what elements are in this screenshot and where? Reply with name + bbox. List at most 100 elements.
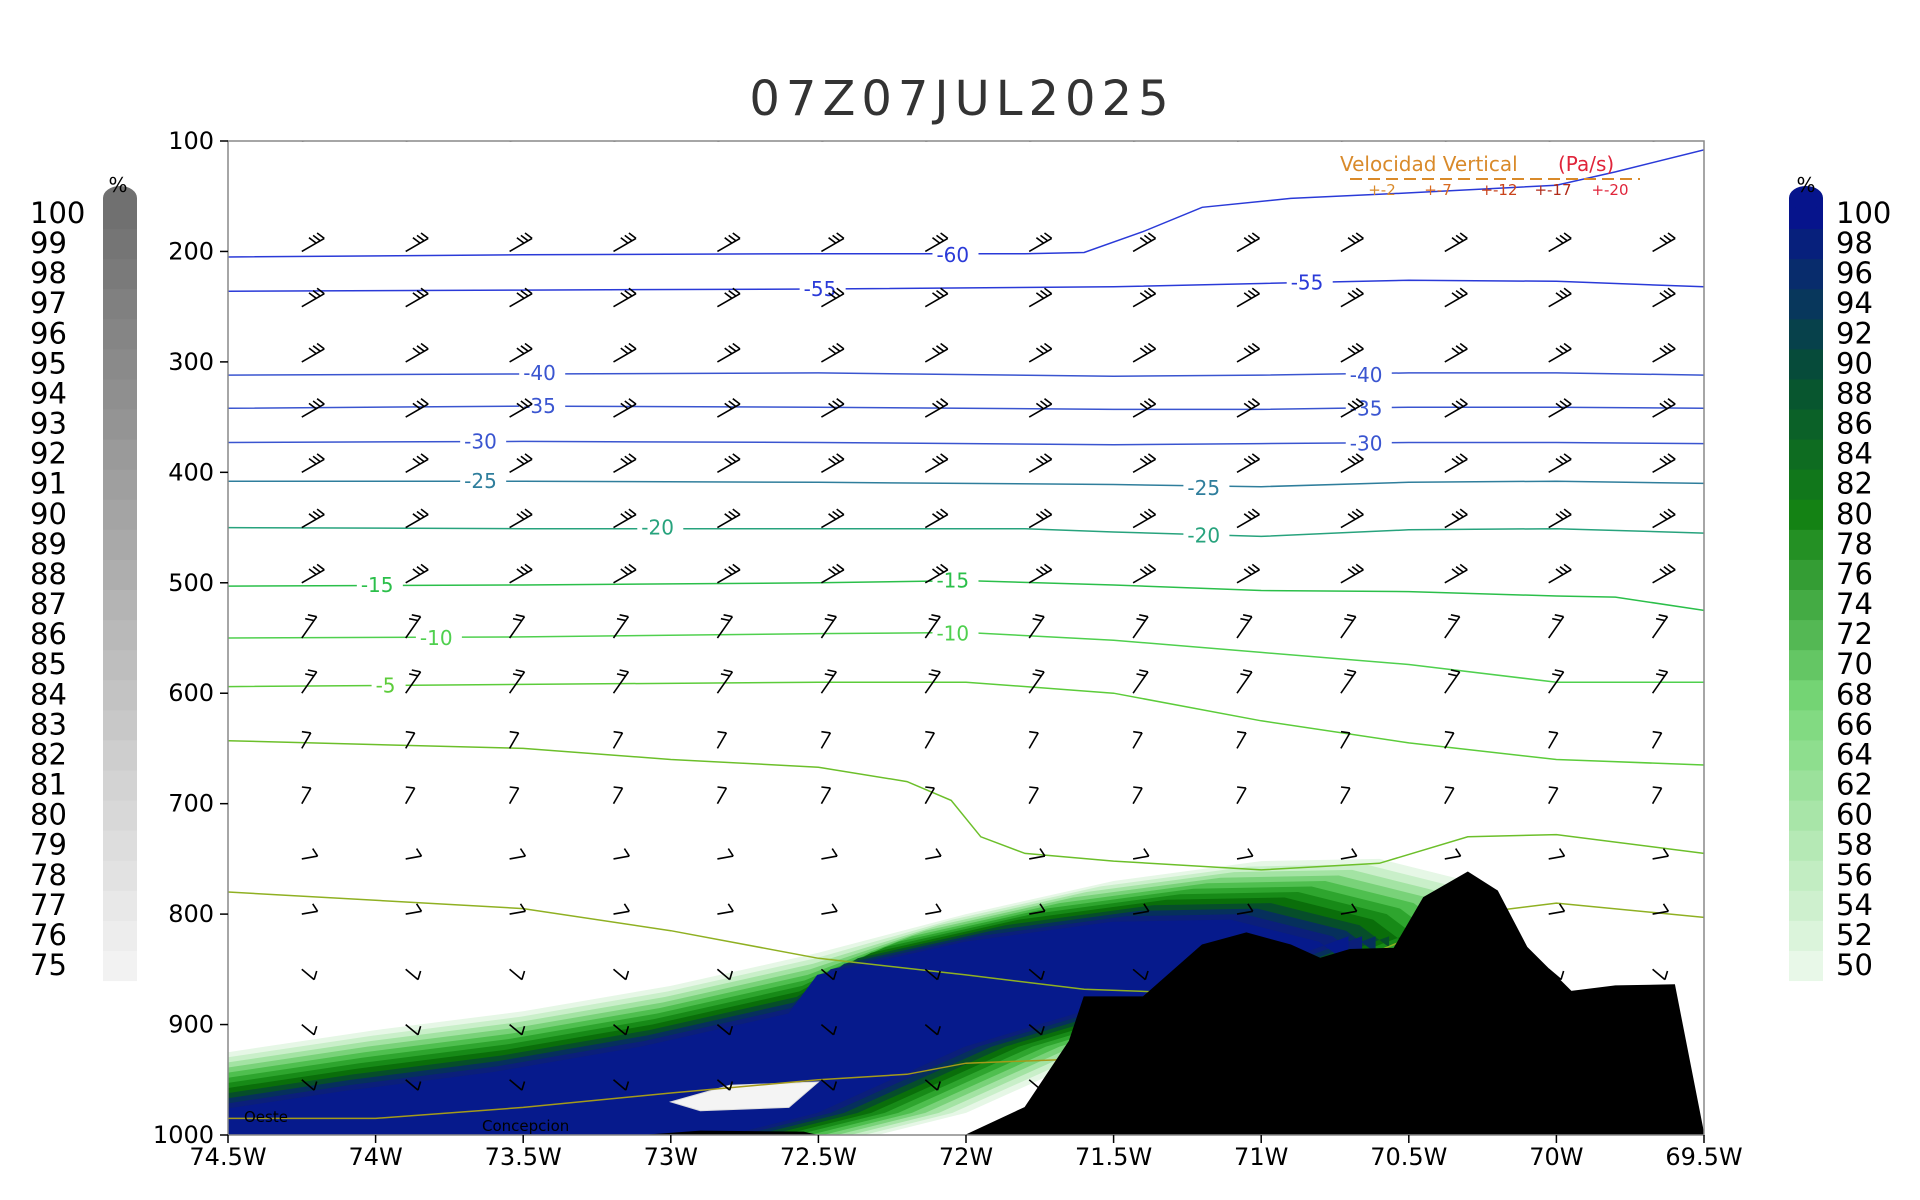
wind-barb — [405, 614, 422, 639]
wind-barb — [405, 730, 416, 749]
contour-label-bg — [1183, 522, 1230, 547]
contour-label-bg — [1345, 430, 1392, 455]
colorbar-label: 97 — [30, 286, 67, 320]
wind-barb — [1548, 669, 1565, 694]
wind-barb — [613, 848, 630, 860]
wind-barb — [924, 786, 935, 805]
chart-title: 07Z07JUL2025 — [749, 71, 1174, 127]
colorbar-segment — [103, 739, 137, 771]
wind-barb — [509, 453, 533, 473]
temperature-contour-line — [228, 681, 1704, 766]
wind-barb — [405, 903, 423, 915]
wind-barb — [1236, 848, 1254, 860]
colorbar-segment — [103, 859, 137, 891]
colorbar-label: 88 — [1836, 376, 1873, 410]
contour-label: -20 — [641, 516, 674, 540]
colorbar-label: 76 — [1836, 557, 1873, 591]
wind-barb — [717, 232, 741, 253]
wind-barb — [1132, 903, 1150, 915]
colorbar-label: 77 — [30, 888, 67, 922]
contour-label-bg — [1183, 474, 1230, 499]
wind-barb — [301, 730, 312, 749]
wind-barb — [717, 508, 741, 529]
wind-barb — [821, 141, 831, 142]
colorbar-label: 98 — [1836, 226, 1873, 260]
temperature-contour-line — [228, 149, 1704, 258]
colorbar-label: 88 — [30, 557, 67, 591]
y-tick-label: 400 — [168, 458, 214, 486]
wind-barb — [1652, 508, 1676, 529]
wind-barb — [1340, 786, 1351, 805]
temperature-contour-line — [228, 440, 1704, 446]
colorbar-segment — [103, 228, 137, 260]
wind-barb — [612, 1079, 630, 1091]
wind-barb — [716, 669, 734, 694]
wind-barb — [820, 287, 845, 308]
wind-barb — [1444, 398, 1468, 418]
wind-barb — [1444, 453, 1468, 473]
colorbar-label: 85 — [30, 647, 67, 681]
wind-barb — [301, 398, 325, 418]
wind-barb — [1444, 786, 1455, 805]
legend-item: +-7 — [1424, 181, 1452, 199]
colorbar-segment — [1789, 348, 1823, 380]
colorbar-segment — [103, 408, 137, 440]
wind-barb — [1652, 342, 1676, 363]
colorbar-label: 90 — [30, 497, 67, 531]
wind-barb — [1029, 141, 1039, 142]
colorbar-segment — [103, 679, 137, 711]
left-colorbar-units: % — [108, 173, 127, 197]
wind-barb — [924, 968, 941, 981]
wind-barb — [1548, 786, 1559, 805]
colorbar-label: 58 — [1836, 828, 1873, 862]
temperature-contour-line — [228, 739, 1704, 871]
wind-barb — [301, 287, 325, 308]
wind-barb — [1340, 903, 1358, 915]
wind-barb — [1132, 453, 1157, 473]
wind-barb — [1340, 614, 1357, 639]
wind-barb — [301, 232, 325, 253]
x-tick-label: 70W — [1529, 1143, 1583, 1171]
contour-label-bg — [1286, 269, 1333, 294]
colorbar-label: 86 — [30, 617, 67, 651]
wind-barb — [820, 232, 845, 253]
wind-barb — [613, 508, 637, 529]
wind-barb — [820, 730, 832, 749]
wind-barb — [1132, 342, 1157, 363]
colorbar-segment — [103, 709, 137, 741]
wind-barb — [613, 342, 637, 363]
contour-label-bg — [637, 514, 684, 539]
wind-barb — [1132, 614, 1149, 639]
wind-barb — [924, 398, 949, 418]
wind-barb — [1236, 669, 1253, 694]
wind-barb — [509, 903, 527, 915]
colorbar-label: 52 — [1836, 918, 1873, 952]
wind-barb — [1652, 398, 1676, 418]
wind-barb — [1444, 848, 1462, 860]
wind-barb — [508, 614, 526, 639]
wind-barb — [1028, 1023, 1045, 1036]
wind-barb — [508, 786, 520, 805]
colorbar-segment — [1789, 949, 1823, 982]
wind-barb — [924, 508, 949, 529]
wind-barb — [1652, 141, 1662, 142]
colorbar-label: 94 — [1836, 286, 1873, 320]
colorbar-segment — [1789, 889, 1823, 921]
contour-label: -40 — [1350, 363, 1383, 387]
wind-barb — [717, 287, 741, 308]
colorbar-label: 95 — [30, 346, 67, 380]
wind-barb — [612, 1023, 630, 1036]
wind-barb — [508, 669, 526, 694]
wind-barb — [820, 342, 845, 363]
colorbar-label: 87 — [30, 587, 67, 621]
wind-barb — [509, 1023, 526, 1036]
wind-barb — [716, 614, 734, 639]
wind-barb — [925, 848, 942, 860]
colorbar-label: 92 — [30, 437, 67, 471]
wind-barb — [405, 848, 423, 860]
colorbar-label: 84 — [30, 677, 67, 711]
contour-label-bg — [415, 625, 462, 649]
colorbar-label: 80 — [30, 798, 67, 832]
wind-barb — [405, 563, 429, 584]
wind-barb — [509, 287, 533, 308]
